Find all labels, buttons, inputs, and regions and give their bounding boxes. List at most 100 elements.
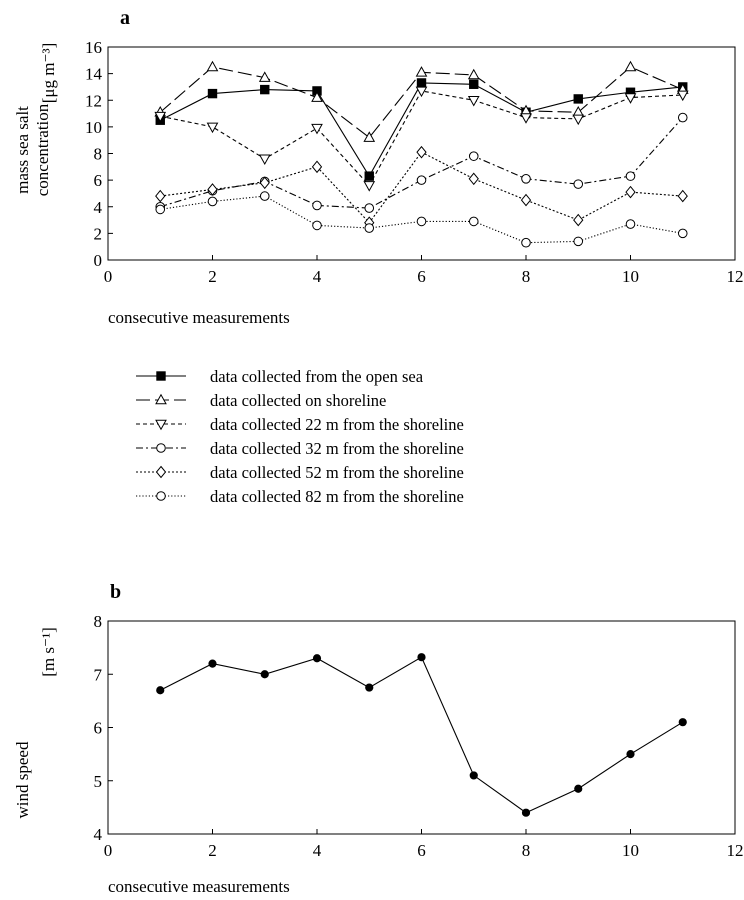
panel-b-xlabel: consecutive measurements: [108, 877, 290, 896]
panel-a-series-5-point: [155, 189, 166, 203]
panel-a-series-2-point: [311, 91, 323, 102]
panel-a-series-3-line: [160, 90, 683, 187]
panel-a-ytick-label: 6: [94, 171, 103, 190]
panel-a-ylabel-unit: [μg m⁻³]: [39, 43, 58, 103]
legend-swatch-4-marker: [156, 443, 166, 453]
panel-a-series-5-point: [520, 193, 532, 207]
panel-b-ytick-label: 5: [94, 772, 103, 791]
panel-a-series-5-point: [468, 172, 479, 186]
legend-item-2-label: data collected on shoreline: [210, 391, 386, 410]
panel-a-series-2-line: [159, 66, 683, 139]
panel-a-xtick-label: 2: [208, 267, 217, 286]
panel-a-series-2-point: [206, 60, 219, 72]
panel-a-ytick-label: 16: [85, 38, 102, 57]
legend-item-4-label: data collected 32 m from the shoreline: [210, 439, 464, 458]
panel-b-series-1-point: [312, 654, 322, 663]
panel-a-series-2-point: [624, 60, 637, 72]
panel-b-series-1-point: [208, 659, 217, 668]
panel-a-series-3-point: [154, 111, 167, 123]
panel-a-series-5-line: [160, 151, 683, 224]
panel-b-ytick-label: 7: [94, 665, 103, 684]
panel-b-xtick-label: 2: [208, 841, 217, 860]
panel-b-xtick-label: 4: [313, 841, 322, 860]
panel-b-ticks: 0 2 4 6 8 10 12 4 5 6 7 8: [94, 612, 744, 860]
panel-b-series-1-line: [160, 656, 684, 814]
panel-a-xtick-label: 6: [417, 267, 426, 286]
panel-a-ytick-label: 14: [85, 65, 103, 84]
legend-item-6-label: data collected 82 m from the shoreline: [210, 487, 464, 506]
panel-a-series-6-point: [416, 216, 427, 227]
panel-a-series-3-point: [572, 114, 585, 126]
legend-item-5-label: data collected 52 m from the shoreline: [210, 463, 464, 482]
panel-a-ylabel-line1: mass sea salt: [13, 106, 32, 194]
panel-a-series-3-point: [415, 86, 428, 98]
panel-a-ytick-label: 12: [85, 91, 102, 110]
panel-a-ytick-label: 2: [94, 224, 103, 243]
panel-a-series-5-point: [573, 213, 584, 227]
panel-a-series-6-point: [312, 220, 322, 231]
panel-a-series-4-point: [416, 175, 427, 185]
legend: data collected from the open sea data col…: [136, 367, 464, 506]
panel-a-series-2-point: [258, 71, 271, 82]
panel-a-xtick-label: 10: [622, 267, 639, 286]
panel-a-series-6-point: [155, 204, 166, 215]
legend-item-1-label: data collected from the open sea: [210, 367, 424, 386]
panel-a-ytick-label: 4: [94, 198, 103, 217]
panel-a: a mass sea salt concentration [μg m⁻³] c…: [13, 7, 744, 327]
panel-a-series-4-point: [312, 200, 322, 211]
panel-b-ylabel: wind speed: [13, 741, 32, 818]
panel-b-xtick-label: 0: [104, 841, 113, 860]
panel-b-series-1-point: [365, 683, 374, 692]
panel-a-series-3-point: [624, 93, 637, 104]
panel-a-ytick-label: 8: [94, 145, 103, 164]
panel-a-series-2-point: [363, 131, 376, 142]
panel-a-series-5-point: [207, 183, 218, 196]
panel-a-series-3-point: [676, 90, 689, 102]
panel-b-series-1-point: [574, 784, 583, 793]
panel-a-series-1-point: [260, 84, 270, 95]
panel-b: b wind speed [m s⁻¹] consecutive measure…: [13, 581, 744, 896]
panel-a-series: [154, 60, 689, 248]
panel-a-series-3-point: [520, 113, 532, 124]
panel-a-label: a: [120, 7, 130, 29]
panel-b-label: b: [110, 581, 121, 603]
panel-a-series-5-point: [416, 145, 427, 159]
panel-b-series-1-point: [260, 670, 269, 679]
panel-a-ytick-label: 10: [85, 118, 102, 137]
panel-a-series-3-point: [467, 95, 480, 107]
panel-a-xtick-label: 0: [104, 267, 113, 286]
panel-a-series-4-line: [160, 117, 684, 209]
legend-swatch-5-marker: [155, 465, 167, 479]
panel-b-ylabel-unit: [m s⁻¹]: [39, 627, 58, 676]
panel-a-series-6-point: [259, 191, 270, 201]
panel-b-xtick-label: 10: [622, 841, 639, 860]
panel-a-series-6-point: [207, 196, 218, 207]
panel-a-xtick-label: 12: [727, 267, 744, 286]
panel-a-series-3-point: [206, 122, 219, 134]
panel-a-series-1-point: [364, 171, 374, 181]
panel-a-series-4-point: [573, 179, 584, 189]
panel-a-series-6-point: [573, 236, 584, 247]
panel-b-xtick-label: 6: [417, 841, 426, 860]
panel-a-series-6-point: [521, 237, 531, 248]
panel-a-series-5-point: [625, 185, 636, 199]
legend-item-3-label: data collected 22 m from the shoreline: [210, 415, 464, 434]
panel-a-series-2-point: [415, 66, 428, 77]
panel-a-series-6-point: [677, 228, 688, 239]
panel-a-series-3-point: [363, 181, 376, 192]
panel-a-xtick-label: 4: [313, 267, 322, 286]
panel-a-series-5-point: [311, 160, 323, 174]
panel-a-series-4-point: [677, 112, 688, 123]
panel-a-series-3-point: [311, 123, 323, 135]
panel-b-ytick-label: 4: [94, 825, 103, 844]
legend-swatch-6-marker: [156, 491, 166, 501]
panel-a-ylabel-line2: concentration: [33, 103, 52, 196]
legend-swatch-2-marker: [155, 393, 167, 405]
panel-a-series-1-point: [469, 79, 479, 89]
panel-b-ytick-label: 8: [94, 612, 103, 631]
panel-a-series-1-point: [573, 94, 583, 104]
panel-b-series-1-point: [678, 718, 687, 727]
panel-b-xtick-label: 12: [727, 841, 744, 860]
panel-a-series-4-point: [364, 203, 375, 213]
